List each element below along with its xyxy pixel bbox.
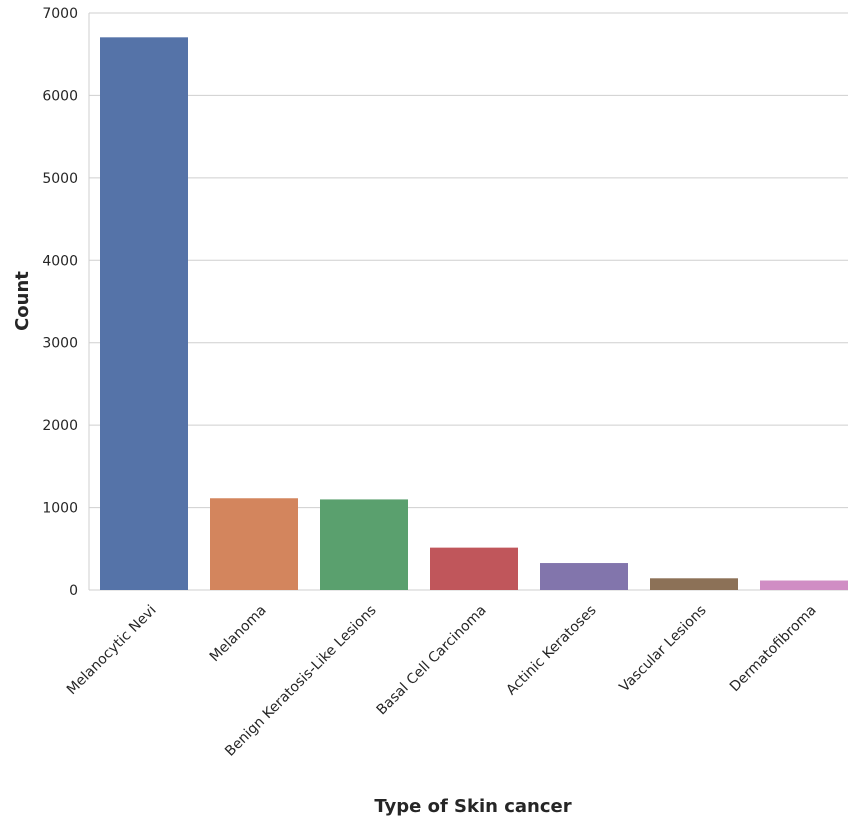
y-tick-labels: 0 1000 2000 3000 4000 5000 6000 7000	[42, 6, 78, 599]
y-tick-label: 7000	[42, 6, 78, 22]
x-tick-label: Vascular Lesions	[616, 602, 709, 695]
y-tick-label: 2000	[42, 418, 78, 434]
bar	[210, 498, 298, 590]
y-tick-label: 1000	[42, 501, 78, 517]
x-tick-label: Melanocytic Nevi	[64, 602, 160, 698]
x-tick-label: Melanoma	[207, 602, 270, 665]
bar	[650, 578, 738, 590]
y-tick-label: 6000	[42, 88, 78, 104]
y-tick-label: 4000	[42, 253, 78, 269]
bar	[540, 563, 628, 590]
bar	[100, 37, 188, 591]
x-axis-label: Type of Skin cancer	[374, 796, 571, 817]
x-tick-label: Basal Cell Carcinoma	[374, 602, 490, 718]
y-tick-label: 5000	[42, 171, 78, 187]
bars	[100, 37, 848, 591]
bar	[320, 499, 408, 590]
bar	[430, 547, 518, 590]
y-tick-label: 3000	[42, 336, 78, 352]
bar	[760, 580, 848, 590]
gridlines	[88, 12, 848, 591]
x-tick-label: Dermatofibroma	[727, 602, 820, 695]
y-tick-label: 0	[69, 583, 78, 599]
x-tick-label: Actinic Keratoses	[503, 602, 599, 698]
y-axis-label: Count	[12, 271, 33, 331]
